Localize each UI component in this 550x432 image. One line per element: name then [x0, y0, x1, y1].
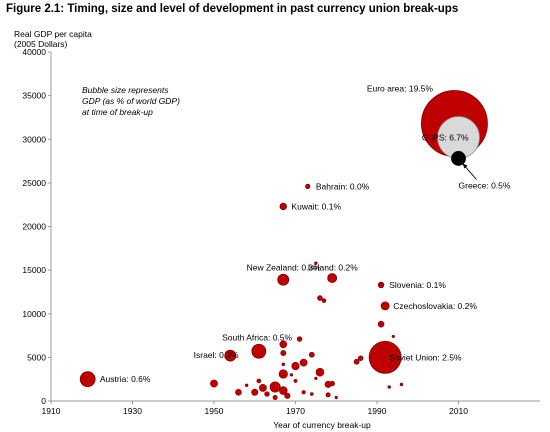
note-line-2: GDP (as % of world GDP) [82, 96, 180, 106]
labeled-bubbles [79, 90, 488, 388]
size-legend-note: Bubble size represents GDP (as % of worl… [82, 85, 180, 117]
bubble [256, 378, 262, 384]
x-tick-label: 2010 [449, 406, 468, 416]
y-tick-label: 25000 [22, 178, 46, 188]
bubble [258, 384, 267, 392]
bubble [278, 386, 288, 395]
bubble [251, 388, 259, 396]
bubble [291, 362, 300, 371]
bubble [329, 380, 335, 387]
label-austria: Austria: 0.6% [100, 374, 151, 384]
bubble [317, 295, 323, 301]
bubble-labels: Euro area: 19.5% GIIPS: 6.7% Greece: 0.5% S… [100, 84, 511, 385]
bubble [301, 390, 306, 395]
y-tick-label: 15000 [22, 265, 46, 275]
bubble [293, 379, 298, 383]
label-israel: Israel: 0.3% [194, 350, 239, 360]
label-ireland: Ireland: 0.2% [308, 263, 359, 273]
label-soviet-union: Soviet Union: 2.5% [389, 352, 462, 362]
bubble [279, 340, 288, 349]
bubble [314, 261, 318, 265]
bubble-israel [224, 349, 237, 362]
label-new-zealand: New Zealand: 0.3% [247, 263, 322, 273]
label-south-africa: South Africa: 0.5% [222, 332, 292, 342]
label-bahrain: Bahrain: 0.0% [316, 181, 370, 191]
bubble-slovenia [377, 281, 385, 289]
bubble [278, 369, 288, 379]
bubble [289, 373, 294, 377]
figure-title: Figure 2.1: Timing, size and level of de… [6, 3, 459, 15]
y-axis-title-line-1: Real GDP per capita [14, 29, 92, 39]
x-tick-label: 1990 [368, 406, 387, 416]
label-euro-area: Euro area: 19.5% [367, 84, 434, 94]
y-tick-label: 5000 [27, 352, 46, 362]
y-axis-title-line-2: (2005 Dollars) [14, 39, 68, 49]
bubble-new-zealand [277, 273, 290, 286]
bubble [210, 379, 218, 388]
bubble [358, 355, 364, 361]
x-tick-label: 1950 [205, 406, 224, 416]
y-axis-title: Real GDP per capita (2005 Dollars) [14, 29, 92, 49]
bubble-kuwait [279, 202, 287, 211]
bubble [309, 392, 314, 396]
bubble [391, 334, 395, 339]
note-line-1: Bubble size represents [82, 85, 169, 95]
bubble [314, 376, 318, 380]
bubble [299, 358, 308, 367]
bubble [308, 351, 315, 358]
label-slovenia: Slovenia: 0.1% [389, 280, 446, 290]
y-tick-label: 10000 [22, 309, 46, 319]
label-giips: GIIPS: 6.7% [422, 133, 469, 143]
unlabeled-bubbles [210, 261, 404, 401]
greece-pointer-arrowhead [462, 163, 468, 169]
bubble [269, 381, 281, 393]
note-line-3: at time of break-up [82, 107, 153, 117]
bubble [272, 395, 278, 401]
bubble [325, 392, 331, 398]
y-tick-labels: 0 5000 10000 15000 20000 25000 30000 35000 40000 [22, 47, 51, 406]
y-tick-label: 20000 [22, 222, 46, 232]
bubble [281, 362, 285, 367]
bubble [235, 388, 242, 396]
bubble [353, 358, 360, 365]
label-czechoslovakia: Czechoslovakia: 0.2% [393, 301, 477, 311]
x-tick-label: 1910 [42, 406, 61, 416]
bubble [315, 367, 325, 377]
y-tick-label: 35000 [22, 91, 46, 101]
x-axis-title: Year of currency break-up [273, 420, 371, 430]
bubble [399, 382, 404, 387]
y-tick-label: 30000 [22, 134, 46, 144]
x-tick-label: 1930 [123, 406, 142, 416]
bubble-south-africa [251, 343, 267, 359]
label-kuwait: Kuwait: 0.1% [291, 201, 341, 211]
bubble-ireland [327, 273, 338, 283]
x-tick-labels: 1910 1930 1950 1970 1990 2010 [42, 401, 468, 416]
bubble [244, 383, 249, 387]
bubble-austria [79, 371, 96, 388]
bubble [377, 320, 385, 328]
label-greece: Greece: 0.5% [459, 180, 511, 190]
bubble [280, 350, 287, 356]
bubble-czechoslovakia [380, 301, 390, 311]
bubble [296, 336, 303, 342]
bubble [321, 298, 327, 303]
bubble [334, 395, 338, 400]
bubble [387, 385, 391, 389]
y-tick-label: 40000 [22, 47, 46, 57]
x-tick-label: 1970 [286, 406, 305, 416]
bubble-bahrain [305, 183, 311, 189]
bubble-greece [451, 151, 466, 166]
bubble [264, 391, 270, 397]
y-tick-label: 0 [41, 396, 46, 406]
bubble [284, 392, 291, 399]
bubble-soviet-union [368, 340, 402, 374]
